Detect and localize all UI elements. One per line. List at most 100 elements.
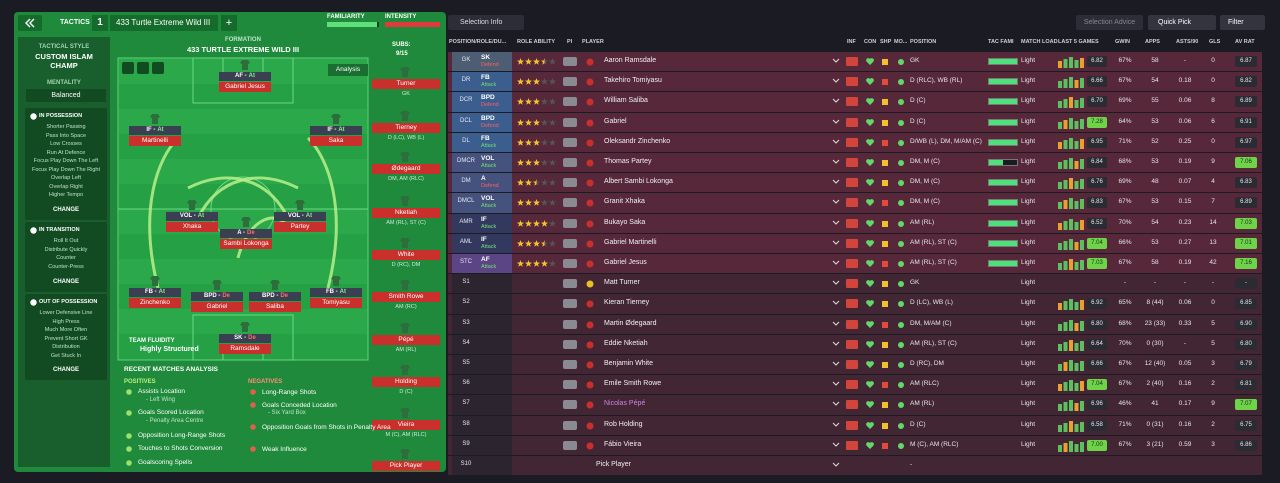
player-name[interactable]: Fábio Vieira <box>604 440 642 448</box>
player-name[interactable]: Rob Holding <box>604 420 643 428</box>
analysis-title[interactable]: RECENT MATCHES ANALYSIS <box>124 366 219 373</box>
pi-icon <box>563 57 577 66</box>
bench-name[interactable]: Ødegaard <box>372 164 440 174</box>
role-tag[interactable]: IF - At <box>129 126 181 135</box>
add-tactic[interactable]: + <box>221 15 237 31</box>
bench-name[interactable]: Smith Rowe <box>372 292 440 302</box>
player-name[interactable]: Martin Ødegaard <box>604 319 657 327</box>
column-header[interactable]: APPS <box>1145 39 1160 45</box>
role-tag[interactable]: FB - At <box>310 288 362 297</box>
duty: At <box>158 289 165 295</box>
column-header[interactable]: CON <box>864 39 877 45</box>
column-header[interactable]: INF <box>847 39 856 45</box>
bench-name[interactable]: Vieira <box>372 420 440 430</box>
player-name[interactable]: Gabriel Martinelli <box>604 238 657 246</box>
role-tag[interactable]: BPD - De <box>191 292 243 301</box>
bench-name[interactable]: Holding <box>372 377 440 387</box>
player-name[interactable]: Bukayo Saka <box>604 218 646 226</box>
column-header[interactable]: PI <box>567 39 573 45</box>
morale <box>898 220 904 227</box>
column-header[interactable]: MO... <box>894 39 908 45</box>
player-name[interactable]: Emile Smith Rowe <box>604 380 662 388</box>
player-name-tag[interactable]: Saka <box>310 136 362 146</box>
tactic-select[interactable]: 433 Turtle Extreme Wild III <box>110 15 218 31</box>
role-tag[interactable]: AF - At <box>219 72 271 81</box>
player-name-tag[interactable]: Xhaka <box>166 222 218 232</box>
player-name-tag[interactable]: Sambi Lokonga <box>220 239 272 249</box>
player-name[interactable]: Kieran Tierney <box>604 299 650 307</box>
view-button[interactable] <box>122 62 134 74</box>
quick-pick[interactable]: Quick Pick <box>1148 15 1216 30</box>
player-name[interactable]: Pick Player <box>596 461 632 468</box>
table-row[interactable] <box>448 456 1262 476</box>
mentality-select[interactable]: Balanced <box>26 89 106 102</box>
player-name[interactable]: Benjamin White <box>604 360 654 367</box>
role-tag[interactable]: VOL - At <box>166 212 218 221</box>
bench-name[interactable]: White <box>372 250 440 260</box>
player-name[interactable]: Gabriel <box>604 117 627 125</box>
role-tag[interactable]: SK - De <box>219 334 271 343</box>
column-header[interactable]: GWIN <box>1115 39 1130 45</box>
change-button[interactable]: CHANGE <box>52 367 79 373</box>
average-rating: 7.06 <box>1235 157 1257 168</box>
tactic-slot[interactable]: 1 <box>92 15 108 31</box>
player-name[interactable]: Oleksandr Zinchenko <box>604 137 671 145</box>
phase-panel <box>25 108 107 220</box>
selection-advice[interactable]: Selection Advice <box>1076 15 1143 30</box>
player-name[interactable]: Aaron Ramsdale <box>604 57 657 64</box>
column-header[interactable]: AV RAT <box>1235 39 1255 45</box>
player-name[interactable]: Albert Sambi Lokonga <box>604 178 673 186</box>
column-header[interactable]: GLS <box>1209 39 1221 45</box>
player-name-tag[interactable]: Partey <box>274 222 326 232</box>
formation-name[interactable]: 433 TURTLE EXTREME WILD III <box>186 45 300 54</box>
role-tag[interactable]: BPD - De <box>249 292 301 301</box>
column-header[interactable]: TAC FAMI <box>988 39 1014 45</box>
analysis-button[interactable]: Analysis <box>328 64 368 76</box>
player-name-tag[interactable]: Ramsdale <box>219 344 271 354</box>
view-button[interactable] <box>152 62 164 74</box>
game-bar <box>1058 182 1062 190</box>
player-name[interactable]: Nicolas Pépé <box>604 400 646 408</box>
player-name-tag[interactable]: Martinelli <box>129 136 181 146</box>
change-button[interactable]: CHANGE <box>52 279 79 285</box>
phase-instruction: Counter-Press <box>48 263 84 270</box>
asts: 0.16 <box>1178 380 1192 388</box>
bench-name[interactable]: Pépé <box>372 335 440 345</box>
player-name[interactable]: Matt Turner <box>604 279 640 287</box>
role-tag[interactable]: A - De <box>220 229 272 238</box>
asts: 0.06 <box>1178 299 1192 307</box>
role-tag[interactable]: IF - At <box>310 126 362 135</box>
view-button[interactable] <box>137 62 149 74</box>
player-name[interactable]: Eddie Nketiah <box>604 339 648 347</box>
column-header[interactable]: ROLE ABILITY <box>517 39 555 45</box>
column-header[interactable]: MATCH LOAD <box>1021 39 1058 45</box>
change-button[interactable]: CHANGE <box>52 207 79 213</box>
column-header[interactable]: ASTS/90 <box>1176 39 1199 45</box>
column-header[interactable]: LAST 5 GAMES <box>1058 39 1099 45</box>
role-tag[interactable]: FB - At <box>129 288 181 297</box>
bench-name[interactable]: Nketiah <box>372 208 440 218</box>
player-name-tag[interactable]: Gabriel <box>191 302 243 312</box>
player-name-tag[interactable]: Zinchenko <box>129 298 181 308</box>
filter[interactable]: Filter <box>1220 15 1265 30</box>
bench-name[interactable]: Turner <box>372 79 440 89</box>
column-header[interactable]: POSITION <box>910 39 937 45</box>
column-header[interactable]: POSITION/ROLE/DU... <box>449 39 507 45</box>
role: BPD <box>481 114 495 122</box>
column-header[interactable]: PLAYER <box>582 39 604 45</box>
bench-name[interactable]: Tierney <box>372 123 440 133</box>
player-name[interactable]: William Saliba <box>604 97 648 105</box>
player-name-tag[interactable]: Tomiyasu <box>310 298 362 308</box>
player-name[interactable]: Thomas Partey <box>604 158 652 165</box>
selection-info[interactable]: Selection Info <box>448 15 524 30</box>
chevron <box>832 240 840 245</box>
role-tag[interactable]: VOL - At <box>274 212 326 221</box>
bench-name[interactable]: Pick Player <box>372 461 440 471</box>
player-name-tag[interactable]: Gabriel Jesus <box>219 82 271 92</box>
player-name[interactable]: Takehiro Tomiyasu <box>604 77 662 85</box>
player-name[interactable]: Gabriel Jesus <box>604 259 647 266</box>
player-name-tag[interactable]: Saliba <box>249 302 301 312</box>
player-name[interactable]: Granit Xhaka <box>604 198 645 206</box>
column-header[interactable]: SHP <box>880 39 892 45</box>
match-load: Light <box>1021 279 1036 287</box>
